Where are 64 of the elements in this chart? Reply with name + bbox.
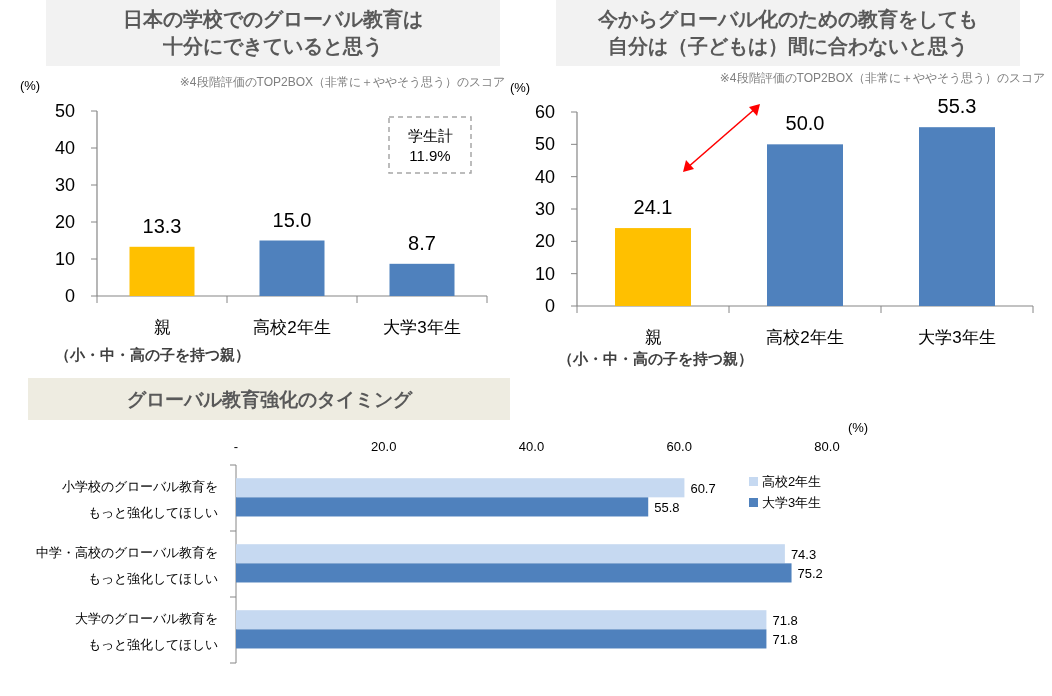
text: （小・中・高の子を持つ親）: [558, 350, 753, 367]
data-label: 75.2: [797, 565, 823, 581]
data-label: 24.1: [633, 196, 673, 219]
x-axis-title: (%): [847, 420, 869, 435]
y-tick-label: 小学校のグローバル教育をもっと強化してほしい: [62, 479, 218, 520]
y-tick-label: 10: [534, 263, 555, 284]
bar: [236, 610, 767, 630]
y-tick-label: 50: [534, 134, 555, 155]
text: ※4段階評価のTOP2BOX（非常に＋ややそう思う）のスコア: [719, 71, 1045, 85]
y-tick-label: 60: [534, 102, 555, 122]
y-tick-label: 中学・高校のグローバル教育をもっと強化してほしい: [36, 545, 218, 586]
data-label: 71.8: [772, 612, 798, 628]
x-tick-label: 親: [153, 318, 171, 337]
y-tick-label: 10: [54, 249, 75, 269]
x-tick-label: 80.0: [814, 439, 840, 454]
y-axis-title: (%): [509, 80, 531, 95]
bar: [259, 240, 325, 296]
x-tick-label: 60.0: [666, 439, 692, 454]
y-tick-label: 20: [534, 231, 555, 252]
data-label: 15.0: [272, 208, 312, 231]
x-tick-label: 高校2年生: [766, 328, 844, 347]
x-tick-label: 高校2年生: [253, 318, 331, 337]
x-tick-label: 大学3年生: [383, 318, 461, 337]
y-axis-title: (%): [19, 78, 41, 93]
bar: [615, 228, 691, 306]
y-tick-label: 30: [534, 199, 555, 219]
data-label: 55.8: [654, 499, 680, 515]
x-tick-label: 40.0: [518, 439, 545, 454]
text: ※4段階評価のTOP2BOX（非常に＋ややそう思う）のスコア: [179, 75, 505, 89]
legend-label: 大学3年生: [762, 495, 822, 510]
y-tick-label: 20: [54, 212, 75, 232]
bar: [236, 497, 649, 517]
data-label: 71.8: [772, 631, 798, 647]
bar: [129, 246, 195, 296]
bar: [767, 144, 843, 306]
y-tick-label: 0: [64, 286, 75, 306]
bar: [236, 478, 685, 498]
legend-label: 高校2年生: [762, 474, 822, 489]
y-tick-label: 0: [544, 296, 555, 316]
x-tick-label: 大学3年生: [918, 328, 996, 347]
chart-title: 日本の学校でのグローバル教育は十分にできていると思う: [123, 8, 423, 58]
data-label: 74.3: [790, 546, 817, 562]
text: （小・中・高の子を持つ親）: [55, 346, 250, 363]
chart-title: グローバル教育強化のタイミング: [126, 389, 413, 410]
x-tick-label: 20.0: [371, 439, 397, 454]
data-label: 8.7: [408, 231, 436, 254]
bar: [389, 263, 455, 296]
x-tick-label: -: [233, 439, 239, 454]
chart-title: 今からグローバル化のための教育をしても自分は（子どもは）間に合わないと思う: [597, 8, 978, 58]
y-tick-label: 30: [54, 175, 75, 195]
bar: [236, 544, 785, 564]
data-label: 55.3: [937, 95, 977, 118]
bar: [236, 629, 767, 649]
y-tick-label: 40: [54, 138, 75, 158]
y-tick-label: 50: [54, 101, 75, 121]
y-tick-label: 40: [534, 166, 555, 187]
bar: [236, 563, 792, 583]
bar: [919, 127, 995, 306]
data-label: 60.7: [690, 480, 716, 496]
x-tick-label: 親: [644, 328, 662, 347]
annotation: 学生計 11.9%: [407, 127, 453, 164]
y-tick-label: 大学のグローバル教育をもっと強化してほしい: [75, 611, 218, 652]
data-label: 50.0: [785, 112, 825, 135]
data-label: 13.3: [142, 214, 182, 237]
